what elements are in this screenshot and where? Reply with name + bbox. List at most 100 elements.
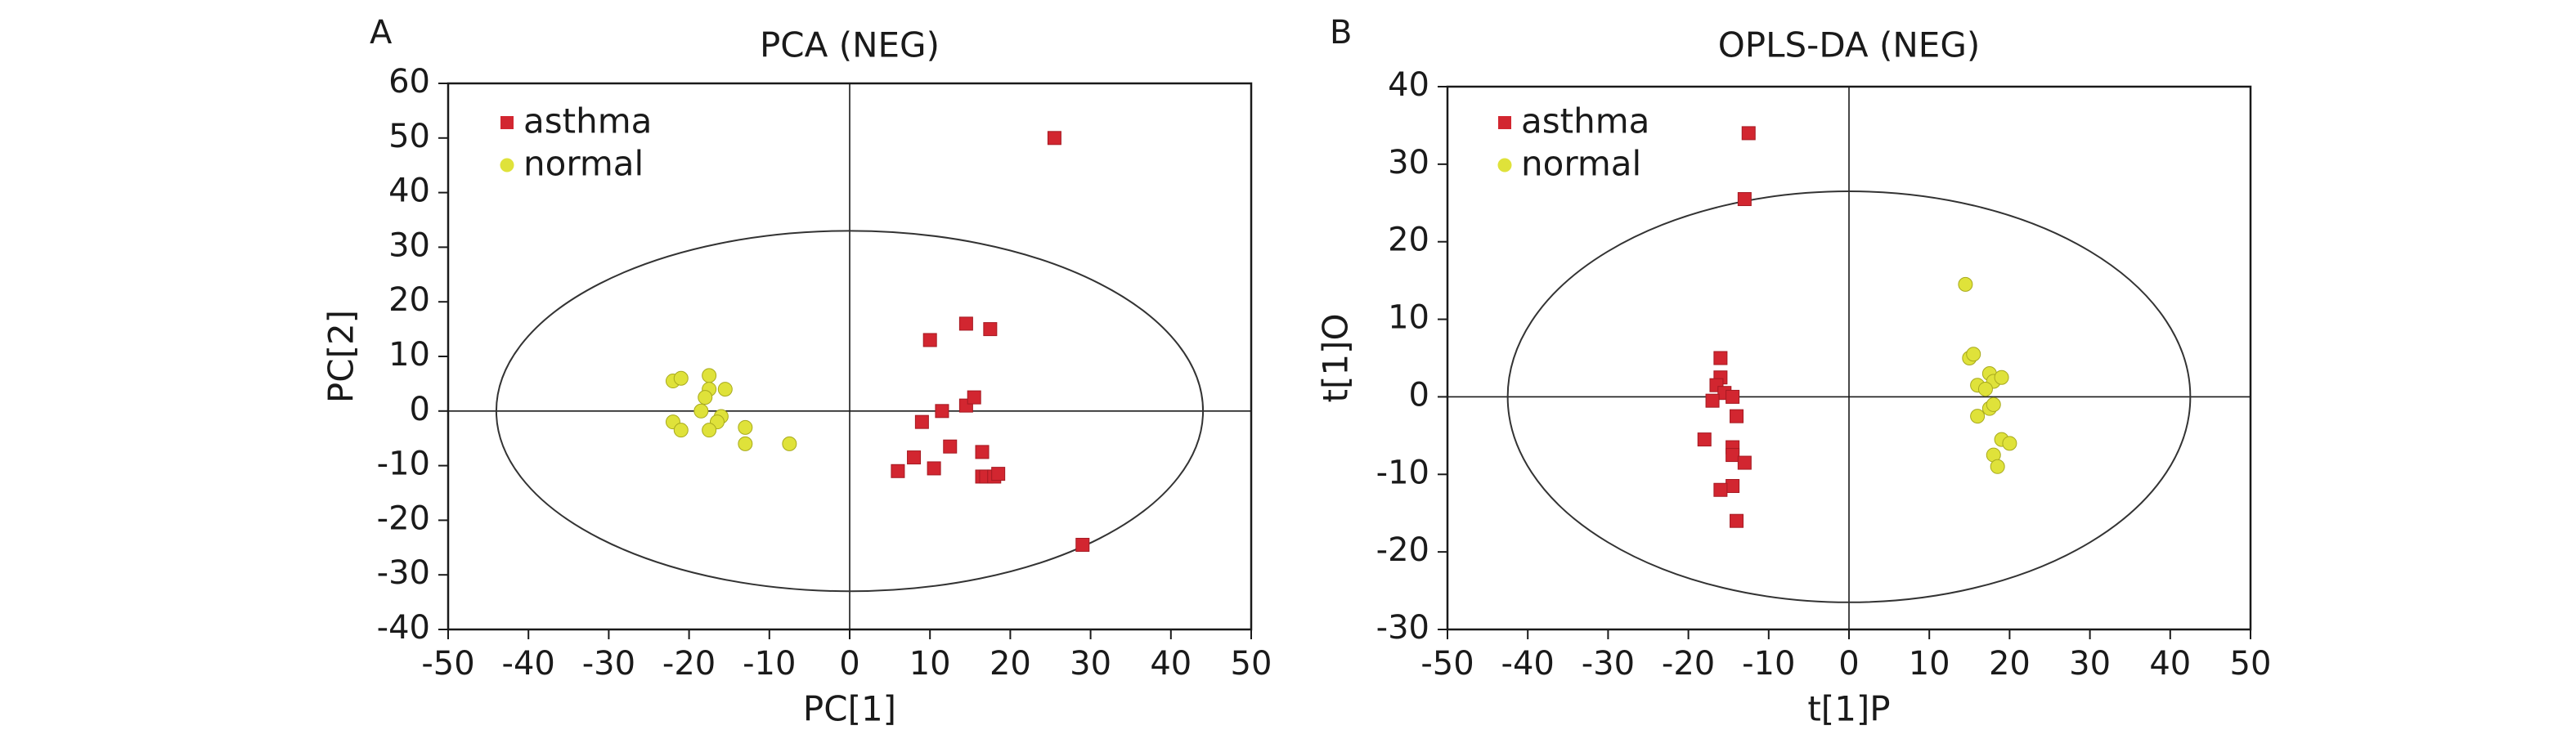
- data-point-asthma: [1726, 389, 1740, 404]
- x-tick-label: 20: [990, 645, 1031, 683]
- data-point-normal: [1990, 459, 2005, 474]
- x-tick-label: -10: [743, 645, 796, 683]
- y-tick-label: -40: [377, 609, 430, 647]
- x-tick-label: -10: [1742, 645, 1795, 683]
- y-tick-label: 0: [1409, 376, 1429, 414]
- data-point-normal: [1977, 381, 1993, 396]
- x-tick-label: 0: [839, 645, 859, 683]
- x-tick-label: -30: [1582, 645, 1635, 683]
- x-tick-label: 30: [1070, 645, 1111, 683]
- panel-pca: A PCA (NEG)-50 -40 -30 -20 -10 0 10 20 30 40 50-40-…: [321, 14, 1272, 729]
- data-point-asthma: [1705, 393, 1720, 408]
- y-tick-label: 40: [388, 172, 430, 210]
- data-point-asthma: [967, 390, 981, 405]
- x-tick-label: -50: [421, 645, 474, 683]
- data-point-normal: [738, 436, 753, 451]
- confidence-ellipse: [495, 230, 1205, 593]
- data-point-normal: [1958, 276, 1973, 292]
- data-point-normal: [738, 419, 753, 435]
- x-tick-label: -20: [1662, 645, 1715, 683]
- x-tick-label: 0: [1838, 645, 1859, 683]
- data-point-asthma: [958, 316, 973, 331]
- data-point-normal: [1986, 396, 2001, 412]
- y-tick-label: 0: [410, 391, 430, 428]
- y-tick-label: -30: [377, 554, 430, 592]
- data-point-asthma: [1726, 479, 1740, 494]
- data-point-asthma: [1726, 448, 1740, 463]
- x-axis-label: t[1]P: [1807, 689, 1890, 729]
- legend-label-normal: normal: [523, 144, 644, 184]
- x-tick-label: 30: [2069, 645, 2111, 683]
- data-point-asthma: [907, 450, 922, 465]
- data-point-asthma: [891, 464, 905, 478]
- y-tick-label: 60: [388, 63, 430, 101]
- y-tick-label: 30: [388, 226, 430, 264]
- x-tick-label: 40: [1150, 645, 1192, 683]
- data-point-asthma: [1737, 455, 1752, 470]
- x-tick-label: 10: [909, 645, 951, 683]
- legend-label-normal: normal: [1521, 144, 1641, 184]
- data-point-normal: [702, 423, 717, 438]
- data-point-asthma: [991, 467, 1006, 481]
- data-point-asthma: [935, 404, 949, 419]
- y-tick-label: 10: [388, 336, 430, 374]
- x-tick-label: -40: [502, 645, 555, 683]
- data-point-asthma: [914, 414, 929, 429]
- y-tick-label: -20: [377, 499, 430, 537]
- data-point-normal: [2002, 436, 2017, 451]
- y-tick-label: 30: [1388, 144, 1429, 181]
- data-point-asthma: [1713, 482, 1728, 497]
- data-point-normal: [717, 382, 733, 397]
- data-point-asthma: [1697, 432, 1712, 447]
- data-point-normal: [698, 390, 713, 405]
- data-point-asthma: [927, 461, 941, 476]
- confidence-ellipse: [1506, 190, 2192, 603]
- data-point-normal: [1966, 347, 1981, 362]
- data-point-asthma: [1713, 351, 1728, 365]
- legend-label-asthma: asthma: [523, 101, 652, 141]
- chart-title: PCA (NEG): [760, 25, 940, 65]
- legend-marker-asthma: [500, 116, 514, 129]
- legend-label-asthma: asthma: [1521, 101, 1649, 141]
- panel-letter: A: [370, 14, 393, 52]
- y-axis-label: t[1]O: [1316, 313, 1356, 402]
- data-point-normal: [782, 436, 797, 451]
- x-tick-label: 10: [1909, 645, 1950, 683]
- x-tick-label: 20: [1989, 645, 2031, 683]
- data-point-normal: [673, 423, 689, 438]
- x-tick-label: -20: [662, 645, 716, 683]
- legend-marker-normal: [500, 158, 514, 172]
- panel-letter: B: [1330, 14, 1352, 52]
- y-tick-label: -10: [377, 446, 430, 483]
- y-tick-label: 40: [1388, 66, 1429, 104]
- y-axis-label: PC[2]: [321, 310, 361, 403]
- data-point-normal: [693, 403, 709, 419]
- data-point-asthma: [1075, 537, 1090, 552]
- data-point-asthma: [975, 445, 990, 459]
- y-tick-label: 20: [388, 281, 430, 319]
- x-tick-label: -30: [582, 645, 635, 683]
- data-point-normal: [702, 368, 717, 383]
- x-tick-label: -50: [1420, 645, 1474, 683]
- data-point-asthma: [1047, 131, 1061, 146]
- data-point-asthma: [1741, 126, 1756, 141]
- legend-marker-normal: [1497, 158, 1512, 172]
- data-point-asthma: [1737, 192, 1752, 207]
- x-tick-label: 40: [2149, 645, 2191, 683]
- x-axis-label: PC[1]: [803, 689, 896, 729]
- data-point-normal: [1994, 370, 2009, 385]
- y-tick-label: -10: [1376, 454, 1429, 491]
- y-tick-label: 20: [1388, 222, 1429, 259]
- x-tick-label: -40: [1501, 645, 1555, 683]
- panel-opls-da: B OPLS-DA (NEG) -50 -40 -30 -20 -10 0 10 20 30 40 50…: [1316, 14, 2272, 729]
- y-tick-label: -20: [1376, 531, 1429, 569]
- y-tick-label: 10: [1388, 299, 1429, 337]
- data-point-asthma: [922, 333, 937, 347]
- data-point-asthma: [943, 439, 958, 454]
- chart-title: OPLS-DA (NEG): [1718, 25, 1981, 65]
- x-tick-label: 50: [1231, 645, 1272, 683]
- data-point-normal: [1970, 409, 1986, 424]
- data-point-asthma: [1730, 513, 1744, 528]
- y-tick-label: 50: [388, 118, 430, 155]
